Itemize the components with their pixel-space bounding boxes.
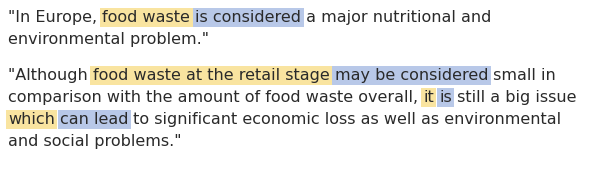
Text: a major nutritional and: a major nutritional and (301, 10, 492, 25)
Text: food waste at the retail stage: food waste at the retail stage (93, 68, 330, 83)
Text: to significant economic loss as well as environmental: to significant economic loss as well as … (128, 112, 562, 127)
Text: "Although: "Although (8, 68, 93, 83)
Text: may be considered: may be considered (335, 68, 488, 83)
Text: environmental problem.": environmental problem." (8, 32, 209, 47)
Text: still a big issue: still a big issue (452, 90, 576, 105)
Text: comparison with the amount of food waste overall,: comparison with the amount of food waste… (8, 90, 423, 105)
Text: is considered: is considered (195, 10, 301, 25)
Text: and social problems.": and social problems." (8, 134, 182, 149)
Text: can lead: can lead (60, 112, 128, 127)
Text: food waste: food waste (102, 10, 190, 25)
Text: which: which (8, 112, 55, 127)
Text: is: is (439, 90, 452, 105)
Text: it: it (423, 90, 434, 105)
Text: "In Europe,: "In Europe, (8, 10, 102, 25)
Text: small in: small in (488, 68, 556, 83)
